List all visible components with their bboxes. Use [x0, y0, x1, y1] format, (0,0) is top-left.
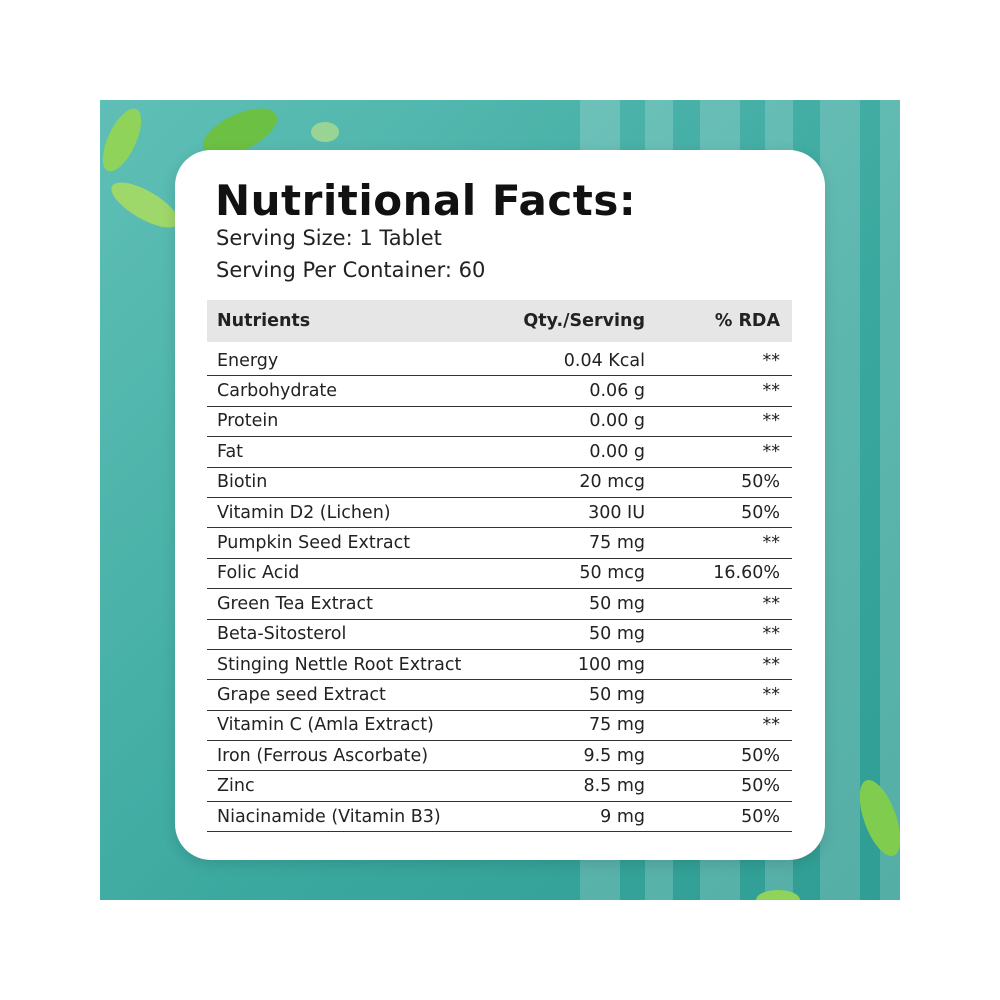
rda: 50% [655, 801, 792, 833]
quantity: 0.06 g [475, 375, 655, 407]
nutrient-name: Iron (Ferrous Ascorbate) [207, 740, 475, 772]
rda: 50% [655, 497, 792, 529]
quantity: 75 mg [475, 527, 655, 559]
nutrient-name: Vitamin D2 (Lichen) [207, 497, 475, 529]
table-row: Stinging Nettle Root Extract 100 mg ** [207, 649, 792, 681]
table-row: Biotin 20 mcg 50% [207, 467, 792, 498]
table-row: Iron (Ferrous Ascorbate) 9.5 mg 50% [207, 740, 792, 772]
nutrient-name: Protein [207, 406, 475, 438]
quantity: 0.00 g [475, 406, 655, 438]
quantity: 300 IU [475, 497, 655, 529]
rda: 16.60% [655, 558, 792, 590]
rda: 50% [655, 467, 792, 498]
table-row: Vitamin C (Amla Extract) 75 mg ** [207, 710, 792, 742]
header-cell: % RDA [655, 300, 792, 342]
title: Nutritional Facts: [215, 176, 637, 225]
header-row: Nutrients Qty./Serving % RDA [207, 300, 792, 342]
quantity: 50 mcg [475, 558, 655, 590]
table-row: Fat 0.00 g ** [207, 436, 792, 468]
table-row: Pumpkin Seed Extract 75 mg ** [207, 527, 792, 559]
nutrient-name: Folic Acid [207, 558, 475, 590]
leaf [102, 108, 142, 172]
table-row: Folic Acid 50 mcg 16.60% [207, 558, 792, 590]
rda: ** [655, 406, 792, 438]
quantity: 50 mg [475, 588, 655, 620]
quantity: 50 mg [475, 619, 655, 650]
rda: ** [655, 527, 792, 559]
quantity: 8.5 mg [475, 770, 655, 802]
table-row: Carbohydrate 0.06 g ** [207, 375, 792, 407]
rda: ** [655, 710, 792, 742]
table-row: Green Tea Extract 50 mg ** [207, 588, 792, 620]
leaf [311, 122, 339, 142]
nutrient-name: Grape seed Extract [207, 679, 475, 711]
nutrient-name: Zinc [207, 770, 475, 802]
quantity: 100 mg [475, 649, 655, 681]
quantity: 0.00 g [475, 436, 655, 468]
table-row: Energy 0.04 Kcal ** [207, 346, 792, 377]
serving-size: Serving Size: 1 Tablet [216, 226, 442, 250]
nutrient-name: Beta-Sitosterol [207, 619, 475, 650]
rda: 50% [655, 740, 792, 772]
table-row: Grape seed Extract 50 mg ** [207, 679, 792, 711]
header-cell: Nutrients [207, 300, 475, 342]
rda: 50% [655, 770, 792, 802]
quantity: 9.5 mg [475, 740, 655, 772]
facts-card: Nutritional Facts: Serving Size: 1 Table… [175, 150, 825, 860]
rda: ** [655, 588, 792, 620]
leaf [756, 890, 800, 900]
table-row: Protein 0.00 g ** [207, 406, 792, 438]
quantity: 0.04 Kcal [475, 346, 655, 377]
leaf [111, 182, 179, 228]
rda: ** [655, 679, 792, 711]
stripe [880, 100, 900, 900]
nutrient-name: Biotin [207, 467, 475, 498]
nutrient-name: Green Tea Extract [207, 588, 475, 620]
stripe [820, 100, 860, 900]
table-row: Niacinamide (Vitamin B3) 9 mg 50% [207, 801, 792, 833]
table-row: Vitamin D2 (Lichen) 300 IU 50% [207, 497, 792, 529]
rda: ** [655, 346, 792, 377]
nutrient-name: Fat [207, 436, 475, 468]
nutrient-name: Energy [207, 346, 475, 377]
table-body: Energy 0.04 Kcal ** Carbohydrate 0.06 g ** Pro… [207, 342, 792, 833]
quantity: 20 mcg [475, 467, 655, 498]
nutrient-name: Stinging Nettle Root Extract [207, 649, 475, 681]
servings-per-container: Serving Per Container: 60 [216, 258, 486, 282]
leaf [202, 108, 278, 156]
header-cell: Qty./Serving [475, 300, 655, 342]
nutrient-name: Vitamin C (Amla Extract) [207, 710, 475, 742]
nutrition-table: Nutrients Qty./Serving % RDA Energy 0.04 … [207, 300, 792, 833]
table-row: Beta-Sitosterol 50 mg ** [207, 619, 792, 650]
quantity: 9 mg [475, 801, 655, 833]
quantity: 50 mg [475, 679, 655, 711]
leaf [859, 780, 900, 856]
nutrient-name: Niacinamide (Vitamin B3) [207, 801, 475, 833]
leaves [102, 108, 900, 900]
nutrient-name: Carbohydrate [207, 375, 475, 407]
table-row: Zinc 8.5 mg 50% [207, 770, 792, 802]
rda: ** [655, 436, 792, 468]
nutrient-name: Pumpkin Seed Extract [207, 527, 475, 559]
rda: ** [655, 375, 792, 407]
quantity: 75 mg [475, 710, 655, 742]
rda: ** [655, 649, 792, 681]
rda: ** [655, 619, 792, 650]
